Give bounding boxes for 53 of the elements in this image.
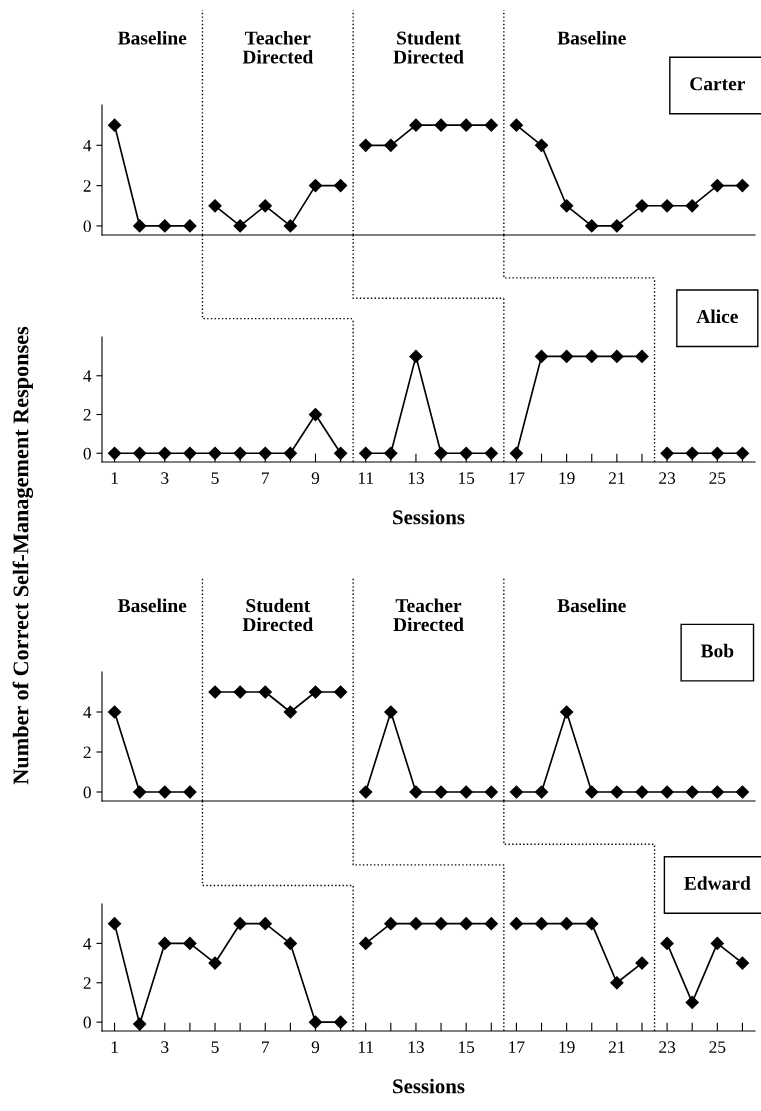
x-axis-title: Sessions [393,509,465,525]
x-tick-label: 19 [559,472,575,484]
x-tick-label: 1 [111,472,118,484]
x-tick-label: 25 [709,1041,726,1053]
x-tick-label: 21 [608,1041,625,1053]
x-tick-label: 9 [311,472,320,484]
y-tick-label: 2 [83,977,91,989]
x-tick-label: 5 [211,1041,219,1053]
y-tick-label: 4 [83,139,92,152]
y-tick-label: 0 [83,447,91,460]
text: Baseline [557,598,626,613]
x-tick-label: 15 [459,1041,475,1053]
y-tick-label: 4 [83,370,92,382]
chart-title: Edward [684,876,751,890]
text: Teacher Directed [393,598,464,632]
y-axis-title: Number of Correct Self-Management Responses [12,326,34,785]
x-tick-label: 11 [358,472,374,484]
y-tick-label: 2 [83,409,91,421]
text: Teacher Directed [242,30,314,64]
x-tick-label: 5 [211,472,219,484]
x-tick-label: 19 [559,1041,575,1053]
chart-title: Alice [696,309,738,324]
text: Baseline [117,30,187,45]
x-tick-label: 13 [408,472,424,484]
x-tick-label: 7 [262,472,270,484]
x-tick-label: 21 [608,472,625,484]
text: Baseline [557,30,626,45]
x-tick-label: 9 [311,1041,320,1053]
x-tick-label: 17 [509,472,525,484]
x-axis-title: Sessions [393,1078,465,1094]
y-tick-label: 4 [83,937,92,950]
text: Student Directed [242,598,314,632]
x-tick-label: 23 [659,472,676,484]
text: Baseline [117,598,187,613]
y-tick-label: 0 [83,786,91,799]
y-tick-label: 2 [83,746,91,759]
x-tick-label: 15 [459,472,475,484]
x-tick-label: 17 [509,1041,525,1053]
x-tick-label: 11 [358,1041,374,1053]
x-tick-label: 7 [262,1041,270,1053]
x-tick-label: 25 [709,472,726,484]
x-tick-label: 3 [161,472,169,484]
x-tick-label: 23 [659,1041,676,1053]
y-tick-label: 2 [83,180,91,192]
chart-title: Carter [690,77,745,91]
y-tick-label: 0 [83,1016,91,1029]
y-tick-label: 0 [83,220,91,233]
x-tick-label: 1 [111,1041,118,1053]
text: Student Directed [393,30,464,64]
x-tick-label: 13 [408,1041,424,1053]
x-tick-label: 3 [161,1041,169,1053]
y-tick-label: 4 [83,706,92,719]
chart-title: Bob [700,643,734,658]
